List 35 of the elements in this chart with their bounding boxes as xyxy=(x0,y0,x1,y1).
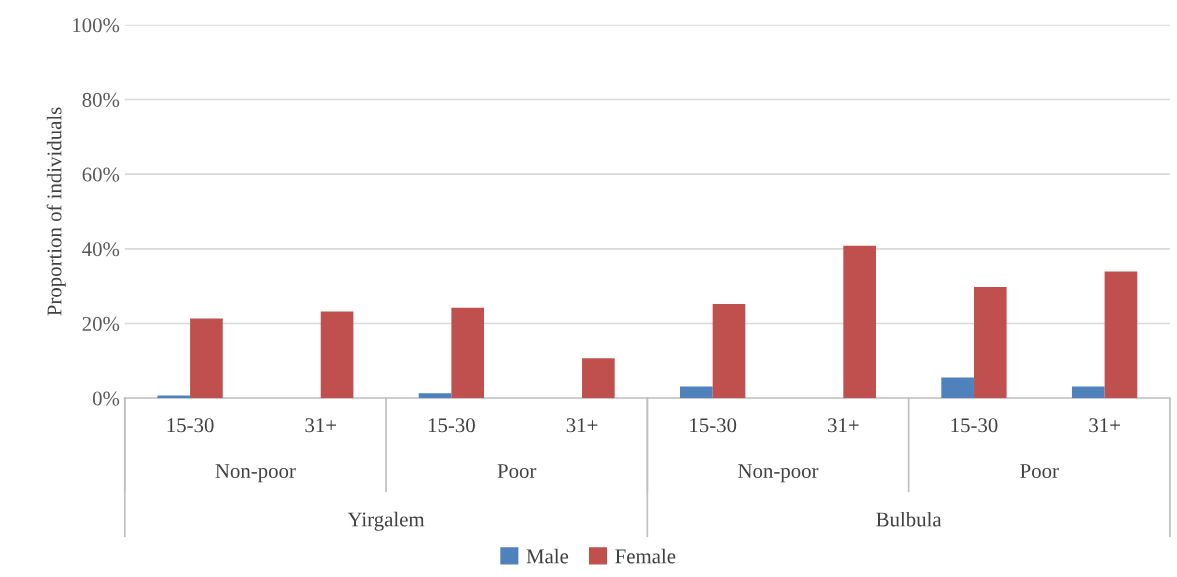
bar xyxy=(1071,386,1105,399)
bar xyxy=(680,386,713,399)
y-tick-label: 60% xyxy=(82,167,120,182)
bar xyxy=(320,311,354,399)
text: Poor xyxy=(497,464,537,479)
text: Non-poor xyxy=(215,464,296,483)
text: Poor xyxy=(1020,464,1059,479)
bar xyxy=(843,245,876,399)
bar xyxy=(190,318,223,399)
y-tick-label: 0% xyxy=(92,391,120,406)
y-tick-label: 100% xyxy=(73,18,120,33)
text: Yirgalem xyxy=(347,511,425,531)
bar xyxy=(582,358,615,399)
y-tick-label: 40% xyxy=(82,242,120,257)
x-tick-label: 31+ xyxy=(828,418,859,433)
bar xyxy=(941,377,974,399)
x-tick-label: 31+ xyxy=(305,418,337,433)
x-tick-label: 15-30 xyxy=(951,418,998,433)
x-tick-label: 15-30 xyxy=(690,418,737,433)
bar xyxy=(1104,271,1138,399)
bar xyxy=(973,286,1007,399)
text: Bulbula xyxy=(876,511,942,527)
bar xyxy=(418,393,452,399)
x-tick-label: 31+ xyxy=(1089,418,1120,433)
x-tick-label: 15-30 xyxy=(428,418,475,433)
y-axis-title: Proportion of individuals xyxy=(46,107,66,316)
legend-label: Female xyxy=(615,548,676,564)
y-tick-label: 20% xyxy=(82,316,120,331)
x-tick-label: 31+ xyxy=(566,418,598,433)
text: Non-poor xyxy=(738,464,819,483)
legend-label: Male xyxy=(526,548,569,564)
y-tick-label: 80% xyxy=(82,92,120,107)
bar xyxy=(451,307,485,399)
x-tick-label: 15-30 xyxy=(167,418,214,433)
bar xyxy=(712,304,746,399)
